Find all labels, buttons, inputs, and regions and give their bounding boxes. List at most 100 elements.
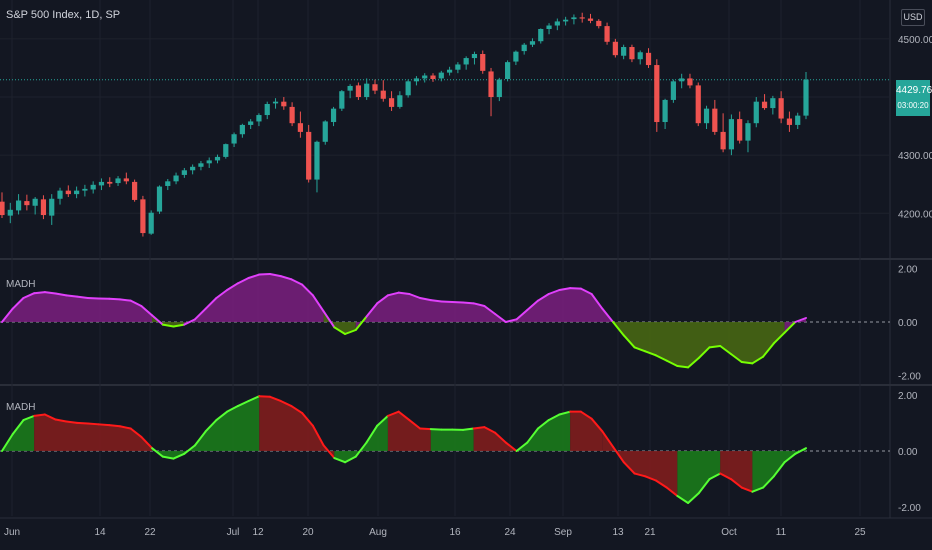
candle-body [753, 101, 759, 124]
series-line-segment [440, 300, 454, 303]
candle-body [422, 75, 428, 79]
candle-body [745, 123, 751, 141]
series-line-segment [33, 291, 46, 295]
series-line-segment [408, 293, 422, 299]
candle-body [471, 54, 478, 59]
candle-body [662, 99, 668, 123]
series-line-segment [108, 424, 121, 428]
candle-body [720, 131, 726, 150]
candle-body [695, 85, 701, 124]
x-tick-label: Jun [4, 527, 20, 538]
series-line-segment [76, 295, 89, 299]
candle-body [40, 199, 47, 216]
currency-button[interactable]: USD [901, 9, 925, 26]
series-line-segment [676, 494, 690, 504]
candle-body [173, 175, 179, 182]
series-line-segment [740, 486, 754, 493]
candle-body [579, 17, 585, 19]
series-line-segment [461, 427, 475, 431]
series-line-segment [708, 472, 722, 481]
x-tick-label: 16 [449, 527, 461, 538]
series-line-segment [697, 346, 711, 359]
series-line-segment [204, 419, 218, 433]
series-line-segment [226, 282, 239, 291]
series-line-segment [676, 365, 690, 369]
series-line-segment [290, 405, 304, 415]
series-line-segment [140, 435, 154, 450]
candle-body [538, 29, 544, 42]
series-line-segment [269, 273, 282, 278]
series-line-segment [622, 334, 636, 349]
series-line-segment [719, 345, 732, 355]
series-line-segment [461, 301, 475, 305]
x-tick-label: Sep [554, 527, 572, 538]
area-fill [784, 318, 806, 333]
candle-body [687, 78, 693, 86]
series-line-segment [515, 309, 529, 321]
y-tick-label: 4200.00 [898, 209, 932, 220]
series-line-segment [762, 342, 775, 358]
candle-body [98, 181, 105, 186]
series-line-segment [365, 302, 379, 318]
series-line-segment [140, 305, 154, 317]
x-tick-label: 24 [504, 527, 516, 538]
y-tick-label: 4500.00 [898, 35, 932, 46]
area-fill [387, 411, 431, 451]
y-tick-label: 0.00 [898, 447, 918, 458]
series-line-segment [654, 479, 668, 489]
series-line-segment [612, 321, 625, 337]
candle-body [629, 47, 635, 60]
candle-body [463, 58, 469, 65]
series-line-segment [633, 346, 647, 353]
candle-body [380, 90, 386, 99]
series-line-segment [193, 430, 207, 447]
series-line-segment [118, 298, 132, 302]
x-tick-label: 13 [612, 527, 624, 538]
candle-body [297, 123, 303, 132]
candle-body [397, 95, 403, 107]
series-line-segment [772, 461, 786, 478]
candle-body [107, 181, 113, 184]
series-line-segment [118, 425, 132, 430]
candle-body [181, 170, 187, 175]
series-line-segment [11, 297, 25, 310]
series-line-segment [772, 331, 786, 345]
candle-body [272, 101, 279, 104]
series-line-segment [311, 424, 325, 447]
candle-body [438, 72, 444, 79]
candle-body [670, 81, 676, 100]
candle-body [165, 181, 171, 186]
candle-body [281, 101, 287, 107]
candle-body [0, 201, 5, 216]
y-tick-label: -2.00 [898, 503, 921, 514]
series-line-segment [365, 424, 379, 444]
series-line-segment [708, 345, 722, 349]
candle-body [571, 17, 577, 20]
series-line-segment [494, 431, 507, 444]
series-line-segment [129, 427, 143, 438]
candle-body [223, 144, 229, 157]
candle-body [480, 54, 486, 71]
series-line-segment [644, 350, 657, 357]
series-line-segment [504, 318, 518, 323]
series-line-segment [451, 301, 464, 304]
series-line-segment [43, 413, 57, 421]
candle-body [795, 115, 801, 125]
candle-body [612, 41, 618, 56]
candle-body [264, 104, 270, 116]
candle-body [430, 75, 436, 79]
candle-body [637, 52, 643, 60]
area-fill [720, 451, 753, 492]
series-line-segment [665, 359, 679, 367]
candle-body [90, 184, 96, 190]
area-fill [152, 396, 260, 459]
candle-body [679, 78, 685, 82]
series-line-segment [644, 475, 657, 482]
series-line-segment [633, 472, 647, 478]
series-line-segment [183, 444, 196, 455]
x-tick-label: 21 [644, 527, 656, 538]
y-tick-label: 4300.00 [898, 151, 932, 162]
candle-body [712, 108, 718, 132]
symbol-title: S&P 500 Index, 1D, SP [6, 9, 121, 21]
